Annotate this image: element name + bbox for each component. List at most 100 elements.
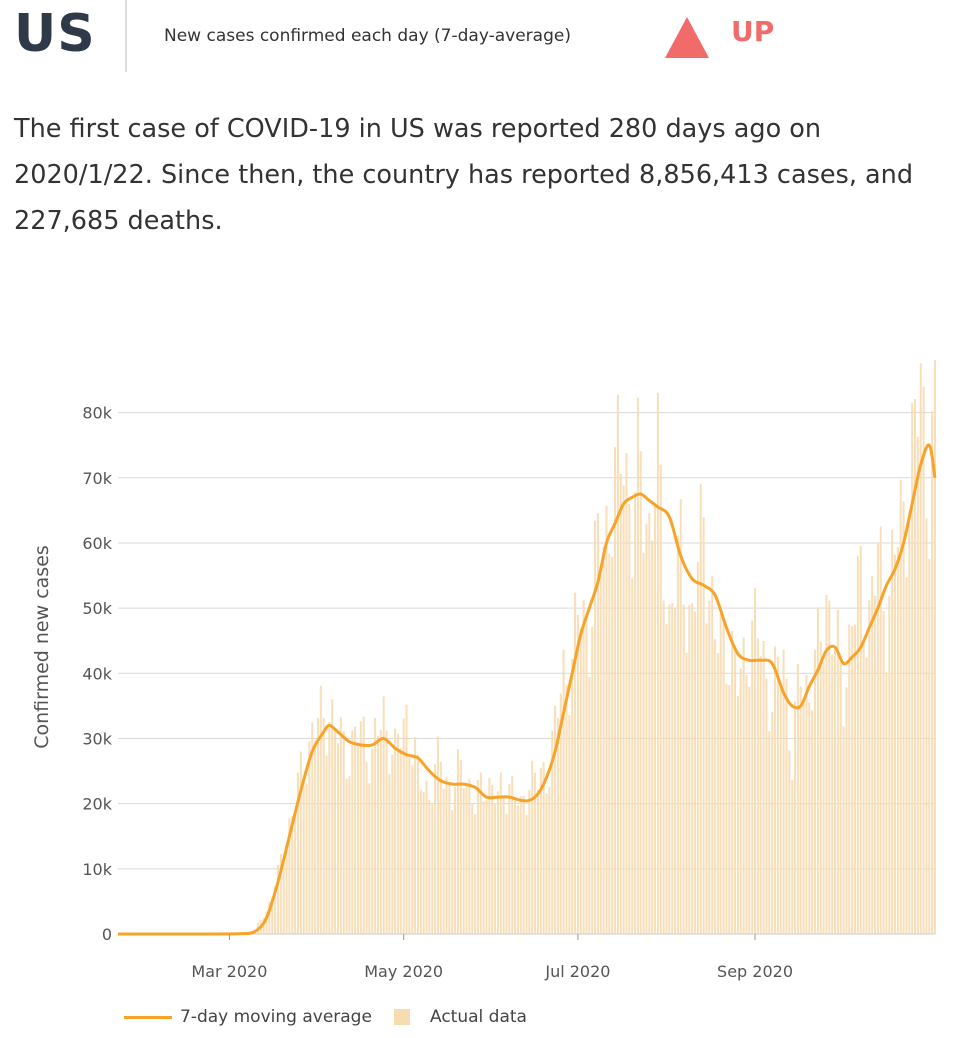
x-tick-label: Sep 2020 [717, 962, 793, 981]
y-axis-title: Confirmed new cases [31, 545, 53, 749]
actual-bar [616, 394, 619, 934]
actual-bar [711, 575, 714, 934]
actual-bar [642, 552, 645, 934]
actual-bar [556, 717, 559, 934]
actual-bar [694, 611, 697, 934]
actual-bar [499, 772, 502, 934]
actual-bar [408, 757, 411, 934]
actual-bar [731, 630, 734, 934]
actual-bar [325, 755, 328, 934]
actual-bar [645, 523, 648, 934]
actual-bar [833, 646, 837, 934]
actual-bar [376, 735, 379, 934]
actual-bar [536, 789, 539, 934]
actual-bar [754, 587, 757, 934]
actual-bar [385, 730, 388, 934]
actual-bar [362, 716, 365, 934]
actual-bar [659, 464, 662, 934]
actual-bar [791, 779, 794, 934]
actual-bar [602, 546, 605, 934]
actual-bar [482, 801, 485, 934]
trend-label: UP [731, 15, 775, 48]
actual-bar [559, 693, 562, 934]
actual-bar [722, 620, 725, 934]
actual-bar [745, 674, 748, 934]
actual-bar [282, 859, 285, 934]
actual-bar [853, 624, 857, 934]
actual-bar [419, 789, 422, 934]
actual-bar [462, 788, 465, 934]
actual-bar [354, 726, 357, 934]
actual-bar [299, 751, 302, 934]
actual-bar [782, 649, 785, 934]
actual-bar [799, 686, 802, 934]
actual-bar [416, 754, 419, 934]
actual-bar [619, 473, 622, 934]
actual-bar [631, 578, 634, 934]
actual-bar [565, 684, 568, 934]
actual-bar [459, 760, 462, 934]
x-tick-label: Jul 2020 [544, 962, 610, 981]
actual-bar [502, 796, 505, 934]
actual-bar [476, 780, 479, 934]
actual-bar [634, 491, 637, 934]
actual-bar [294, 810, 297, 934]
actual-bar [848, 624, 851, 934]
actual-bar [271, 897, 274, 934]
actual-bar [862, 639, 865, 934]
actual-bar [276, 864, 279, 934]
actual-bar [668, 604, 671, 934]
actual-bar [691, 603, 694, 934]
actual-bar [431, 804, 434, 934]
actual-bar [368, 783, 371, 934]
actual-bar [796, 664, 799, 934]
actual-bar [405, 704, 408, 934]
actual-bar [825, 594, 828, 934]
actual-bar [585, 617, 588, 934]
actual-bar [508, 784, 511, 934]
actual-bar [868, 600, 871, 934]
actual-bar [899, 479, 902, 934]
actual-bar [594, 520, 597, 934]
actual-bar [571, 658, 574, 934]
actual-bar [893, 554, 897, 934]
actual-bar [554, 705, 557, 934]
actual-bar [716, 653, 719, 934]
actual-bar [456, 749, 459, 934]
legend-actual-label: Actual data [430, 1007, 527, 1027]
actual-bar [911, 403, 914, 934]
actual-bar [356, 744, 359, 934]
y-tick-label: 30k [82, 729, 112, 748]
y-tick-label: 50k [82, 599, 112, 618]
actual-bar [751, 620, 754, 934]
actual-bar [336, 743, 339, 934]
actual-bar [925, 518, 928, 934]
actual-bar [771, 711, 774, 934]
actual-bar [274, 886, 277, 934]
actual-bar [599, 575, 602, 934]
actual-bar [316, 718, 319, 934]
actual-bar [351, 730, 354, 934]
metric-label: New cases confirmed each day (7-day-aver… [164, 26, 571, 46]
legend-bar-swatch [394, 1009, 410, 1025]
actual-bar [434, 764, 437, 934]
actual-bar [505, 813, 508, 934]
actual-bar [882, 611, 885, 934]
country-title: US [14, 4, 96, 64]
actual-bar [471, 803, 474, 934]
actual-bar [788, 750, 791, 934]
actual-bar [562, 649, 565, 934]
actual-bar [628, 503, 631, 934]
actual-bar [319, 685, 322, 934]
actual-bar [296, 772, 299, 934]
y-tick-label: 10k [82, 860, 112, 879]
actual-bar [311, 722, 314, 934]
actual-bar [328, 722, 331, 934]
actual-bar [768, 731, 771, 934]
actual-bar [888, 596, 891, 934]
actual-bar [394, 728, 397, 934]
actual-bar [539, 767, 542, 934]
actual-bar [885, 672, 888, 934]
actual-bar [334, 729, 337, 934]
actual-bar [474, 814, 477, 934]
